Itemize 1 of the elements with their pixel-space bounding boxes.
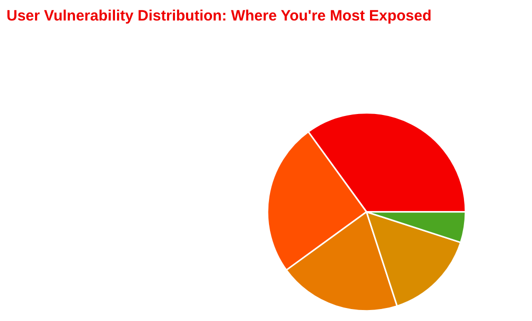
chart-title: User Vulnerability Distribution: Where You're Most Exposed (6, 8, 432, 24)
